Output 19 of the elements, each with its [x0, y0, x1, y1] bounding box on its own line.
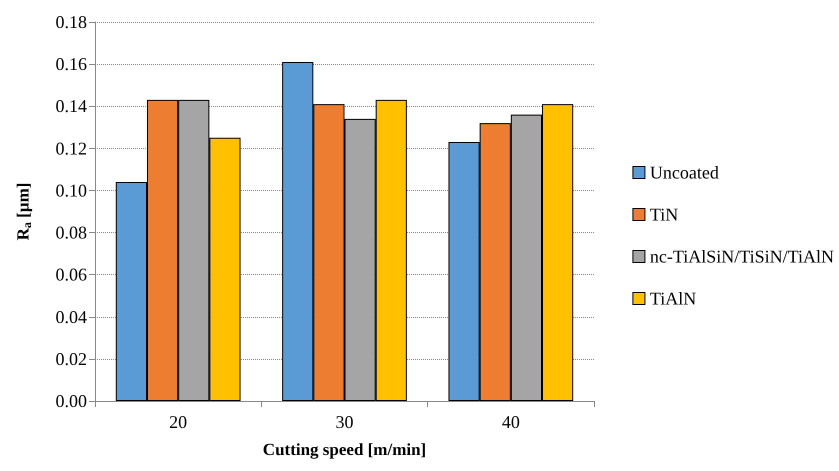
- y-tick-label: 0.02: [56, 348, 87, 369]
- legend-label: nc-TiAlSiN/TiSiN/TiAlN: [650, 246, 834, 266]
- legend-label: TiN: [650, 204, 678, 224]
- y-tick-label: 0.14: [56, 96, 87, 116]
- x-tick-label: 30: [336, 412, 354, 432]
- y-tick-label: 0.00: [56, 391, 87, 411]
- y-tick-label: 0.06: [56, 264, 87, 285]
- x-tick-label: 40: [502, 412, 520, 432]
- y-tick-label: 0.08: [56, 222, 87, 243]
- legend-label: Uncoated: [650, 162, 719, 182]
- y-tick-label: 0.16: [56, 54, 87, 74]
- y-tick-label: 0.10: [56, 180, 87, 200]
- y-axis-title: Ra [µm]: [14, 182, 34, 240]
- y-tick-label: 0.12: [56, 138, 87, 158]
- x-axis-title: Cutting speed [m/min]: [262, 440, 426, 459]
- legend-label: TiAlN: [650, 288, 696, 308]
- y-tick-label: 0.04: [56, 306, 87, 327]
- x-tick-label: 20: [169, 412, 188, 432]
- y-tick-label: 0.18: [56, 12, 87, 32]
